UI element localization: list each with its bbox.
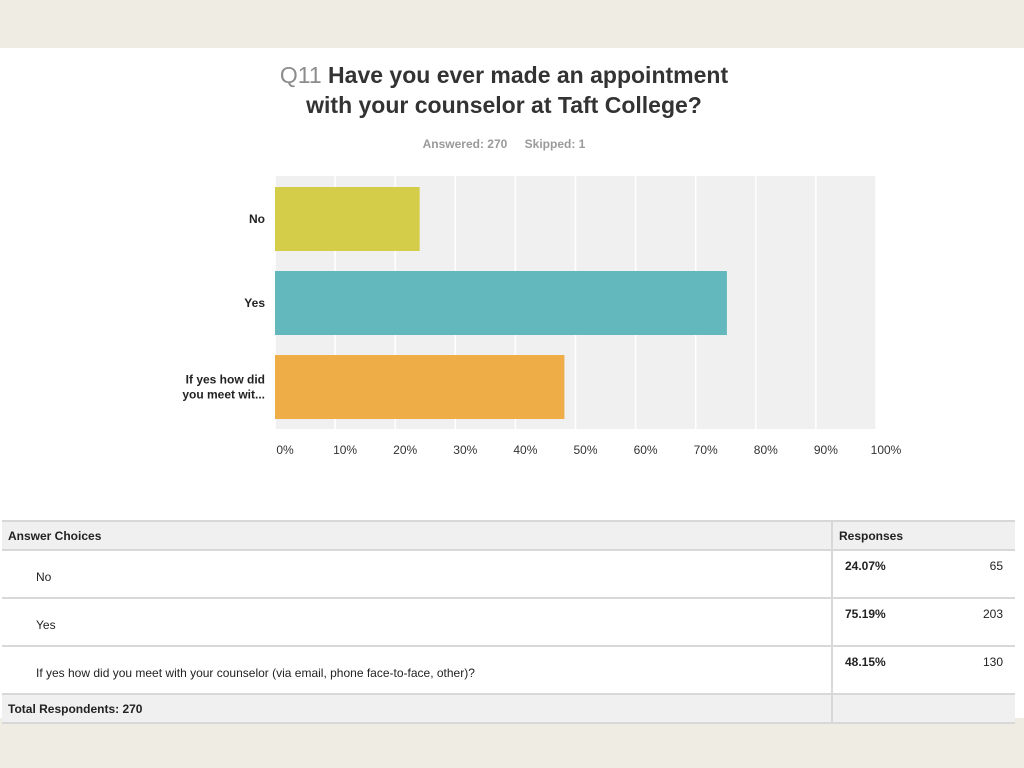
total-blank-cell: [831, 693, 1015, 724]
row-percent: 75.19%: [831, 597, 961, 646]
x-tick-label: 50%: [573, 443, 597, 457]
row-choice: Yes: [2, 597, 832, 646]
header-responses: Responses: [831, 520, 1015, 550]
chart-title: Q11 Have you ever made an appointment wi…: [0, 60, 1008, 120]
row-choice: No: [2, 549, 832, 598]
x-tick-label: 20%: [393, 443, 417, 457]
category-label: No: [249, 212, 265, 226]
results-table: Answer Choices Responses No 24.07% 65 Ye…: [2, 520, 1015, 724]
x-tick-label: 90%: [814, 443, 838, 457]
row-choice: If yes how did you meet with your counse…: [2, 645, 832, 694]
question-title-line2: with your counselor at Taft College?: [306, 92, 702, 118]
table-row: If yes how did you meet with your counse…: [2, 645, 1015, 694]
row-percent: 48.15%: [831, 645, 961, 694]
row-percent: 24.07%: [831, 549, 961, 598]
skipped-count: Skipped: 1: [524, 137, 586, 151]
bar-0: [275, 187, 420, 251]
table-header-row: Answer Choices Responses: [2, 520, 1015, 550]
category-label: Yes: [244, 296, 265, 310]
answered-count: Answered: 270: [422, 137, 508, 151]
x-tick-label: 10%: [333, 443, 357, 457]
bar-chart: 0% 10% 20% 30% 40% 50% 60% 70% 80% 90% 100% No Yes If…: [182, 176, 902, 457]
header-answer-choices: Answer Choices: [2, 520, 832, 550]
x-tick-label: 70%: [694, 443, 718, 457]
table-row: Yes 75.19% 203: [2, 597, 1015, 646]
x-tick-label: 0%: [276, 443, 294, 457]
x-tick-label: 30%: [453, 443, 477, 457]
bar-1: [275, 271, 727, 335]
x-tick-label: 100%: [871, 443, 902, 457]
table-row: No 24.07% 65: [2, 549, 1015, 598]
bar-2: [275, 355, 565, 419]
category-label: you meet wit...: [182, 388, 265, 402]
row-count: 65: [961, 549, 1015, 598]
total-respondents: Total Respondents: 270: [2, 693, 832, 724]
question-number: Q11: [279, 62, 322, 88]
x-tick-label: 80%: [754, 443, 778, 457]
slide: Q11 Have you ever made an appointment wi…: [0, 48, 1024, 724]
x-tick-label: 40%: [513, 443, 537, 457]
question-title-line1: Have you ever made an appointment: [328, 62, 729, 88]
total-row: Total Respondents: 270: [2, 693, 1015, 724]
row-count: 130: [961, 645, 1015, 694]
x-tick-label: 60%: [634, 443, 658, 457]
response-stats: Answered: 270 Skipped: 1: [0, 137, 1008, 151]
category-label: If yes how did: [186, 373, 265, 387]
row-count: 203: [961, 597, 1015, 646]
